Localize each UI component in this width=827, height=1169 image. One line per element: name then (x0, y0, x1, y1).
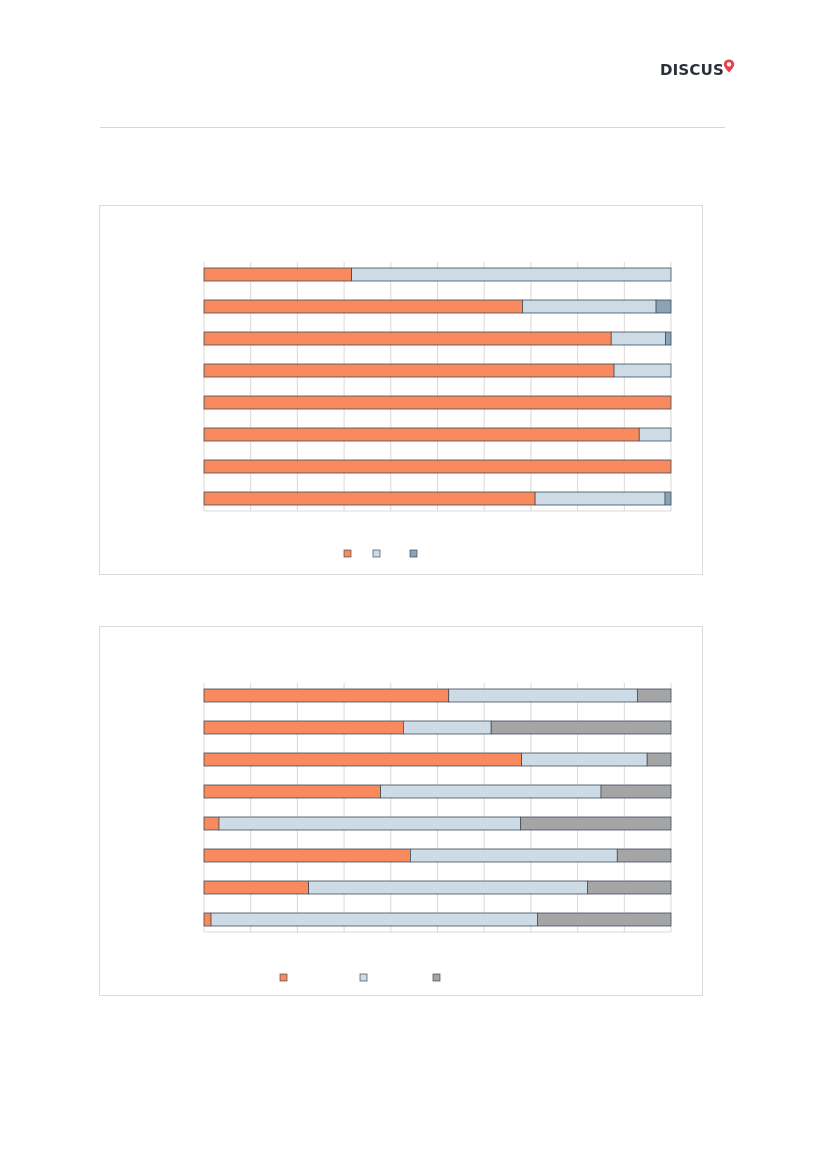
bar-row-2-series-3 (490, 720, 672, 735)
bar-row-4-series-2 (613, 363, 672, 378)
chart-1-legend (343, 549, 418, 558)
bar-row-7-series-1 (203, 880, 310, 895)
chart-2-bars (203, 688, 672, 927)
bar-row-1-series-3 (636, 688, 672, 703)
bar-row-7-series-3 (587, 880, 672, 895)
bar-row-8-series-3 (664, 491, 672, 506)
bar-row-6-series-3 (616, 848, 672, 863)
bar-row-7-series-2 (308, 880, 588, 895)
bar-row-3-series-1 (203, 752, 522, 767)
bar-row-7-series-1 (203, 459, 672, 474)
bar-row-4-series-3 (600, 784, 672, 799)
legend-swatch-series-3 (432, 973, 441, 982)
bar-row-3-series-2 (610, 331, 666, 346)
legend-swatch-series-3 (409, 549, 418, 558)
bar-row-3-series-3 (646, 752, 672, 767)
bar-row-3-series-1 (203, 331, 612, 346)
bar-row-1-series-1 (203, 688, 450, 703)
bar-row-2-series-2 (403, 720, 492, 735)
chart-1-plot (203, 262, 672, 558)
bar-row-2-series-1 (203, 720, 404, 735)
bar-row-4-series-1 (203, 784, 381, 799)
bar-row-8-series-2 (534, 491, 666, 506)
bar-row-6-series-2 (410, 848, 618, 863)
bar-row-5-series-3 (520, 816, 672, 831)
bar-row-5-series-1 (203, 816, 220, 831)
bar-row-8-series-1 (203, 491, 536, 506)
bar-row-1-series-2 (351, 267, 672, 282)
legend-swatch-series-2 (359, 973, 368, 982)
bar-row-6-series-2 (638, 427, 672, 442)
bar-row-1-series-1 (203, 267, 352, 282)
bar-row-8-series-1 (203, 912, 212, 927)
bar-row-2-series-1 (203, 299, 523, 314)
bar-row-8-series-3 (537, 912, 672, 927)
bar-row-8-series-2 (210, 912, 538, 927)
chart-1 (99, 205, 703, 575)
chart-2-plot (203, 683, 672, 982)
brand-name: DISCUS (660, 61, 725, 79)
bar-row-5-series-2 (218, 816, 522, 831)
bar-row-1-series-2 (448, 688, 638, 703)
chart-2 (99, 626, 703, 996)
bar-row-6-series-1 (203, 427, 640, 442)
legend-swatch-series-1 (343, 549, 352, 558)
bar-row-3-series-3 (664, 331, 672, 346)
legend-swatch-series-2 (372, 549, 381, 558)
chart-2-legend (279, 973, 441, 982)
brand-logo: DISCUS (660, 59, 735, 80)
bar-row-3-series-2 (521, 752, 648, 767)
bar-row-6-series-1 (203, 848, 411, 863)
legend-swatch-series-1 (279, 973, 288, 982)
bar-row-5-series-1 (203, 395, 672, 410)
location-pin-icon (723, 59, 735, 73)
bar-row-4-series-2 (380, 784, 602, 799)
bar-row-4-series-1 (203, 363, 615, 378)
bar-row-2-series-2 (522, 299, 657, 314)
chart-1-gridlines (203, 262, 672, 511)
bar-row-2-series-3 (655, 299, 672, 314)
chart-2-gridlines (203, 683, 672, 932)
chart-1-bars (203, 267, 672, 506)
header-divider (100, 127, 725, 128)
